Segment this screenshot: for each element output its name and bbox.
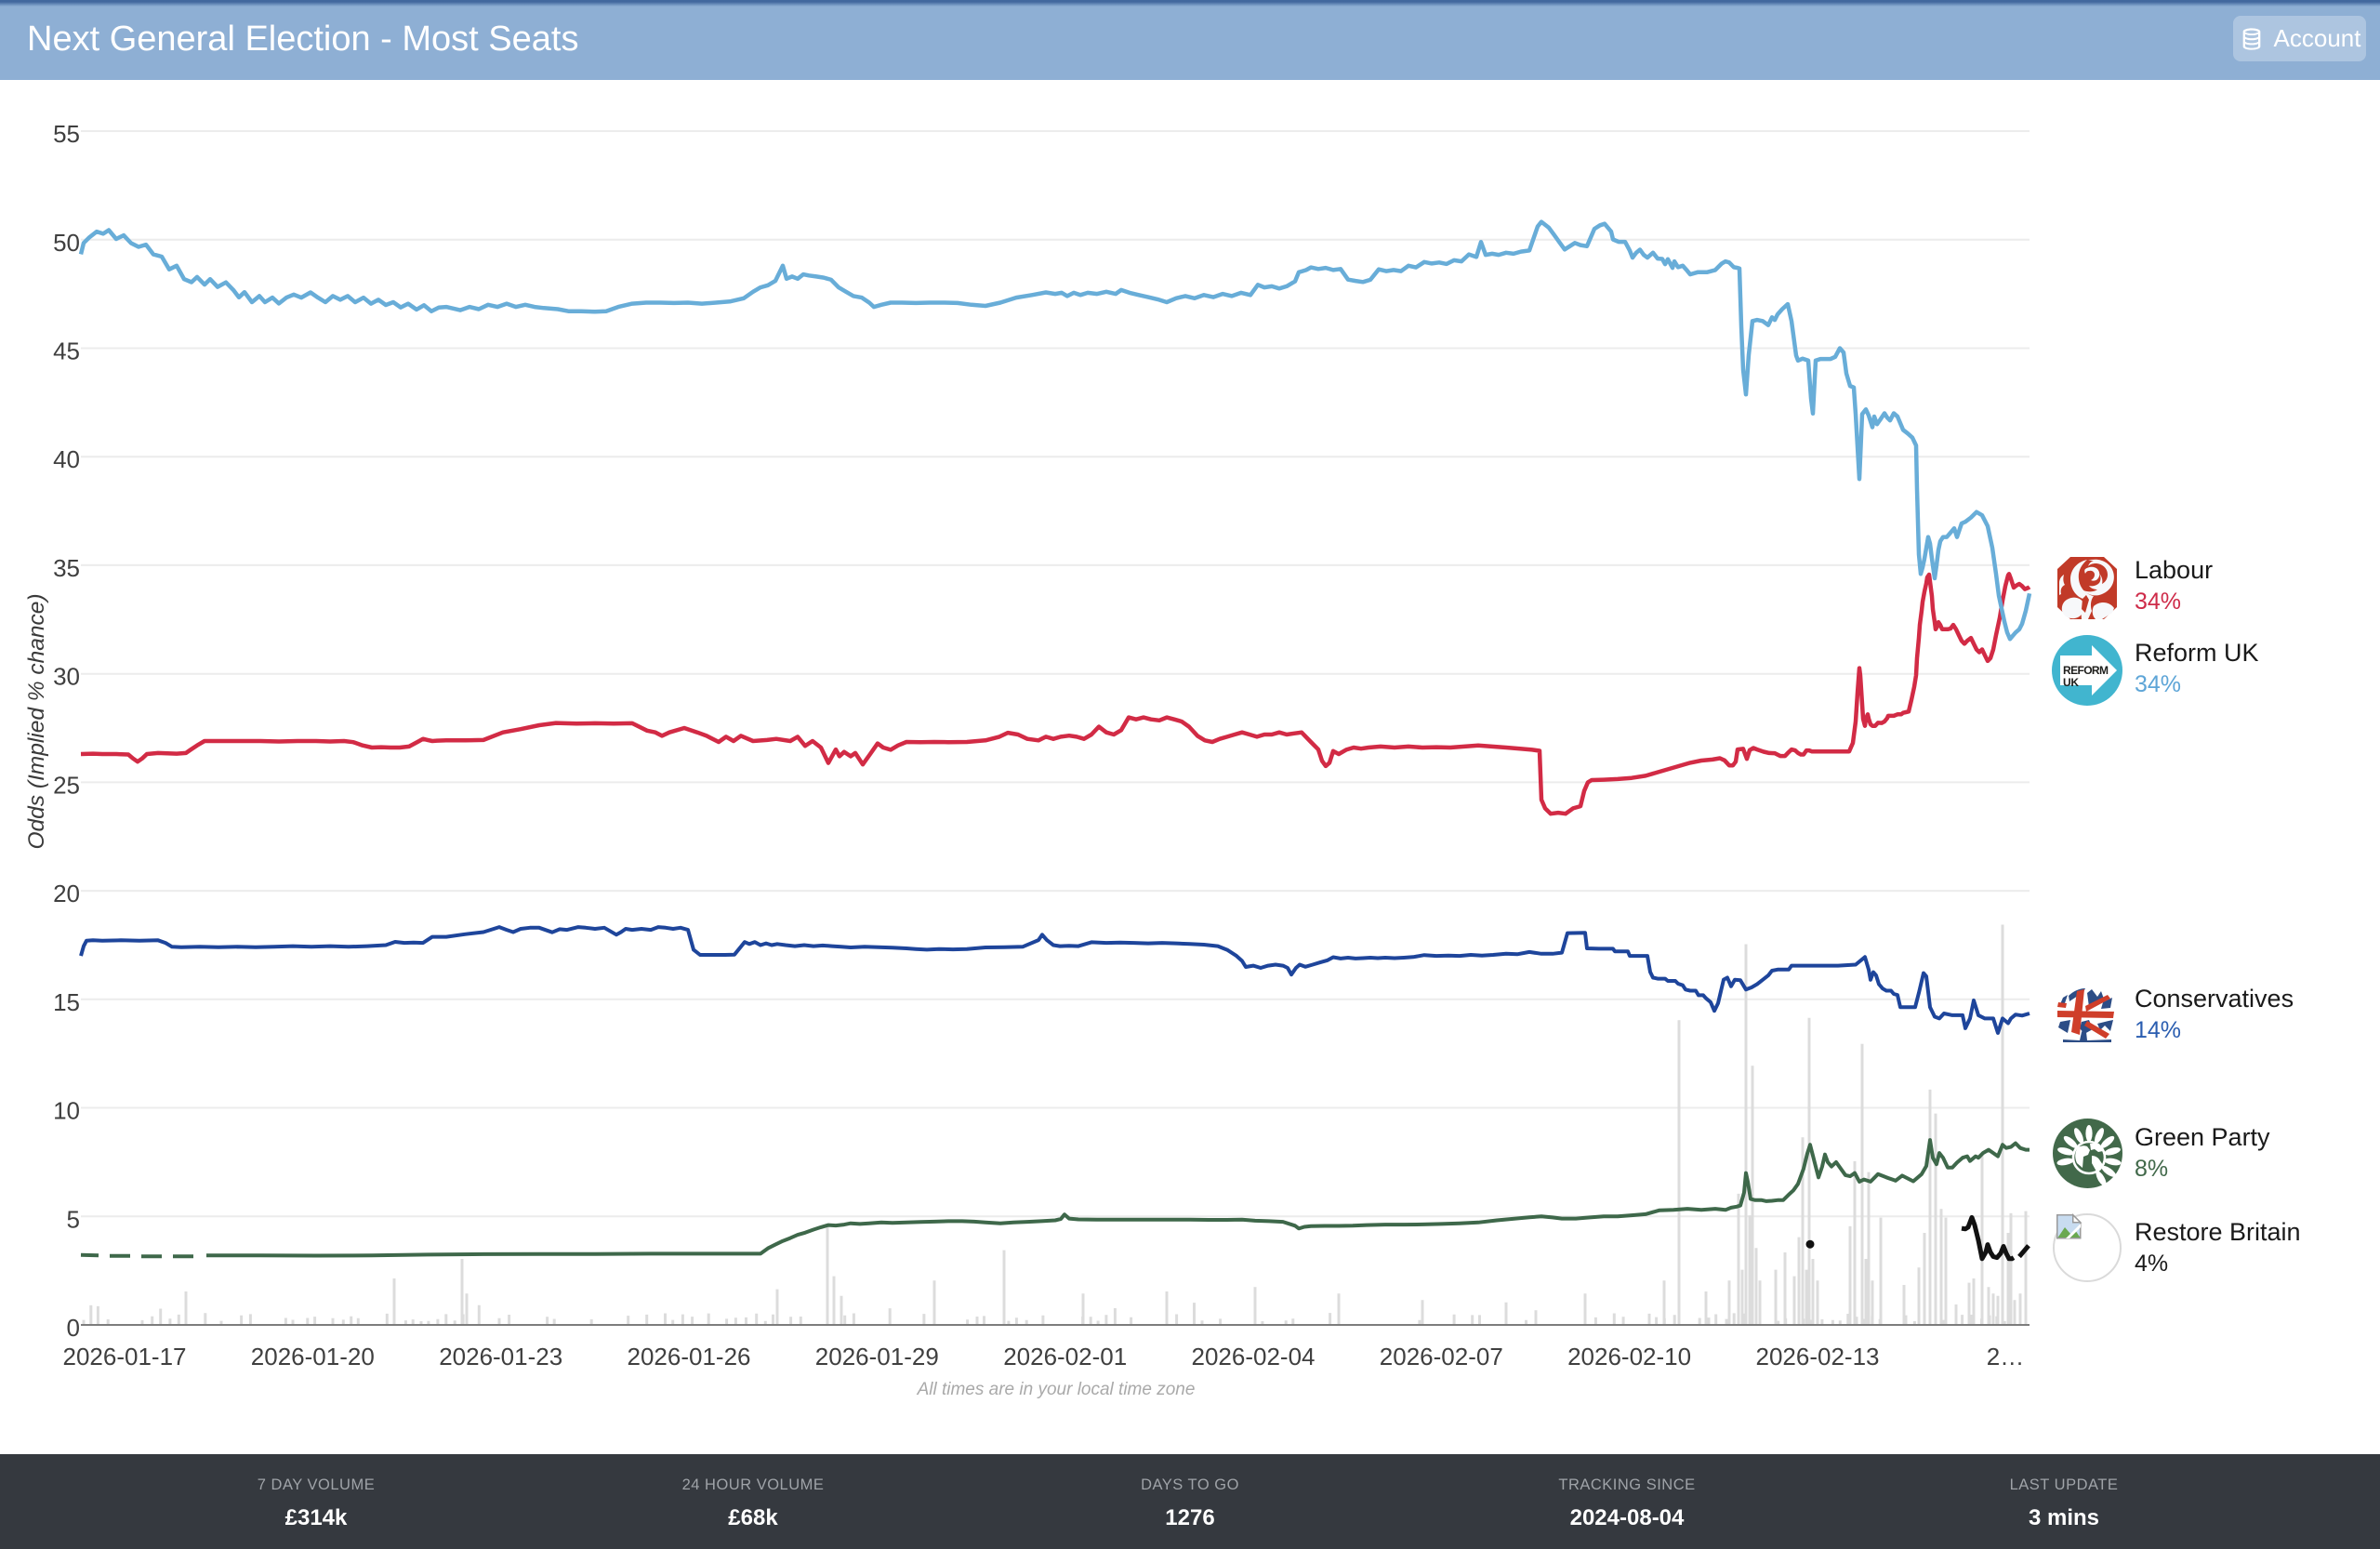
svg-text:40: 40 — [53, 445, 80, 473]
svg-text:All times are in your local ti: All times are in your local time zone — [917, 1380, 1196, 1399]
svg-text:30: 30 — [53, 663, 80, 691]
svg-text:Odds (Implied % chance): Odds (Implied % chance) — [24, 593, 49, 849]
svg-text:2026-02-10: 2026-02-10 — [1567, 1343, 1691, 1370]
svg-text:2026-01-17: 2026-01-17 — [63, 1343, 187, 1370]
svg-text:2026-02-13: 2026-02-13 — [1756, 1343, 1880, 1370]
svg-text:35: 35 — [53, 554, 80, 582]
svg-text:2…: 2… — [1987, 1343, 2024, 1370]
svg-text:15: 15 — [53, 988, 80, 1016]
svg-text:2026-01-20: 2026-01-20 — [251, 1343, 375, 1370]
svg-text:50: 50 — [53, 229, 80, 257]
svg-text:2026-01-23: 2026-01-23 — [439, 1343, 562, 1370]
svg-text:10: 10 — [53, 1097, 80, 1125]
svg-text:5: 5 — [67, 1205, 80, 1233]
svg-text:45: 45 — [53, 338, 80, 365]
svg-text:2026-02-07: 2026-02-07 — [1380, 1343, 1503, 1370]
svg-text:2026-01-26: 2026-01-26 — [628, 1343, 751, 1370]
svg-text:2026-02-04: 2026-02-04 — [1192, 1343, 1316, 1370]
svg-text:2026-01-29: 2026-01-29 — [815, 1343, 939, 1370]
svg-text:25: 25 — [53, 771, 80, 799]
svg-text:55: 55 — [53, 120, 80, 148]
svg-text:20: 20 — [53, 880, 80, 907]
svg-text:0: 0 — [67, 1314, 80, 1342]
svg-text:2026-02-01: 2026-02-01 — [1003, 1343, 1127, 1370]
